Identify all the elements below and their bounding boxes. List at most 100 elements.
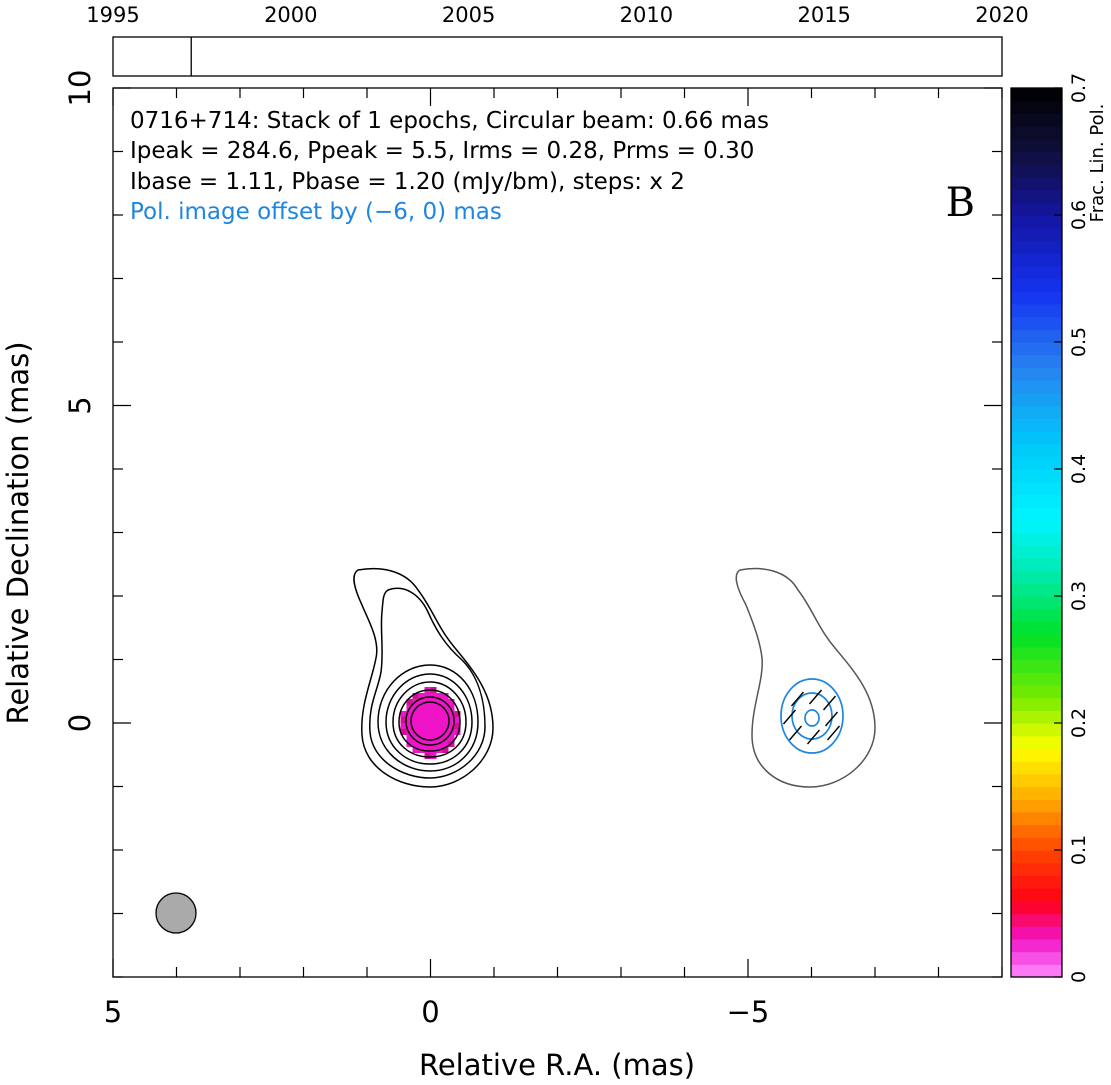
- contour-level-6: [398, 689, 461, 752]
- colorbar-swatch: [1011, 405, 1062, 419]
- panel-letter: B: [946, 180, 975, 226]
- frac-pol-pixel: [412, 693, 419, 699]
- frac-pol-pixel: [454, 729, 461, 735]
- timeline-tick-label: 2020: [975, 3, 1028, 27]
- frac-pol-pixel: [442, 693, 449, 699]
- colorbar-swatch: [1011, 202, 1062, 216]
- frac-pol-pixel: [412, 717, 419, 723]
- frac-pol-pixel: [454, 723, 461, 729]
- colorbar-swatch: [1011, 443, 1062, 457]
- frac-pol-pixel: [412, 747, 419, 753]
- frac-pol-pixel: [424, 747, 431, 753]
- frac-pol-pixel: [430, 723, 437, 729]
- frac-pol-pixel: [436, 723, 443, 729]
- frac-pol-pixel: [430, 741, 437, 747]
- frac-pol-pixel: [424, 741, 431, 747]
- colorbar-swatch: [1011, 329, 1062, 343]
- colorbar-swatch: [1011, 113, 1062, 127]
- contour-level-8: [410, 701, 450, 741]
- colorbar-tick-label: 0.1: [1068, 835, 1090, 865]
- timeline-tick-label: 2000: [264, 3, 317, 27]
- frac-pol-pixel: [406, 729, 413, 735]
- colorbar-swatch: [1011, 596, 1062, 610]
- colorbar-swatch: [1011, 519, 1062, 534]
- frac-pol-pixel: [442, 735, 449, 741]
- colorbar-swatch: [1011, 126, 1062, 140]
- frac-pol-pixel: [406, 717, 413, 723]
- colorbar-swatch: [1011, 875, 1062, 889]
- timeline-tick-label: 2010: [620, 3, 673, 27]
- frac-pol-pixel: [454, 717, 461, 723]
- evpa-tick: [824, 711, 839, 727]
- timeline-tick-label: 1995: [86, 3, 139, 27]
- colorbar: 0 0.1 0.2 0.3 0.4 0.5 0.6 0.7 Frac. Lin. Pol.: [1010, 73, 1108, 983]
- beam-ellipse: [155, 892, 197, 934]
- annotation-line-1: 0716+714: Stack of 1 epochs, Circular be…: [130, 108, 769, 134]
- colorbar-tick-label: 0.7: [1068, 73, 1090, 103]
- frac-pol-pixel: [454, 711, 461, 717]
- evpa-tick: [826, 725, 841, 741]
- contour-level-3: [377, 664, 479, 772]
- evpa-tick: [808, 689, 823, 705]
- colorbar-swatch: [1011, 900, 1062, 915]
- contour-level-4: [385, 673, 473, 765]
- frac-pol-pixel: [436, 699, 443, 705]
- colorbar-swatch: [1011, 278, 1062, 292]
- frac-pol-pixel: [424, 753, 431, 759]
- colorbar-swatch: [1011, 811, 1062, 826]
- timeline-tick-label: 2015: [797, 3, 850, 27]
- timeline-tick-label: 2005: [442, 3, 495, 27]
- colorbar-swatch: [1011, 303, 1062, 318]
- colorbar-swatch: [1011, 583, 1062, 597]
- colorbar-swatch: [1011, 430, 1062, 445]
- frac-pol-pixel: [442, 747, 449, 753]
- frac-pol-pixel: [406, 699, 413, 705]
- frac-pol-pixel: [436, 717, 443, 723]
- colorbar-swatch: [1011, 494, 1062, 508]
- colorbar-swatch: [1011, 951, 1062, 965]
- frac-pol-pixel: [436, 741, 443, 747]
- y-tick-label: 5: [63, 396, 97, 414]
- colorbar-swatch: [1011, 837, 1062, 851]
- colorbar-swatch: [1011, 850, 1062, 864]
- frac-pol-pixel: [448, 723, 455, 729]
- frac-pol-pixel: [430, 729, 437, 735]
- frac-pol-pixel: [430, 717, 437, 723]
- frac-pol-pixel: [424, 729, 431, 735]
- colorbar-swatch: [1011, 380, 1062, 394]
- x-tick-label: −5: [727, 995, 770, 1029]
- annotation-line-2: Ipeak = 284.6, Ppeak = 5.5, Irms = 0.28,…: [130, 138, 754, 164]
- colorbar-swatch: [1011, 316, 1062, 330]
- annotation-offset-note: Pol. image offset by (−6, 0) mas: [130, 199, 502, 225]
- contour-level-7: [405, 696, 455, 746]
- frac-pol-pixel: [400, 711, 407, 717]
- colorbar-swatch: [1011, 151, 1062, 165]
- colorbar-swatch: [1011, 545, 1062, 559]
- frac-pol-pixel: [436, 693, 443, 699]
- colorbar-swatch: [1011, 634, 1062, 648]
- colorbar-swatch: [1011, 138, 1062, 153]
- colorbar-swatch: [1011, 189, 1062, 203]
- colorbar-swatch: [1011, 659, 1062, 673]
- y-tick-label: 0: [63, 714, 97, 732]
- frac-pol-pixel: [448, 717, 455, 723]
- colorbar-swatch: [1011, 684, 1062, 699]
- x-axis-label: Relative R.A. (mas): [419, 1048, 695, 1082]
- frac-pol-pixel: [430, 747, 437, 753]
- evpa-tick: [790, 691, 805, 707]
- colorbar-swatch: [1011, 265, 1062, 280]
- pol-stokes-i-outline: [735, 567, 876, 788]
- frac-pol-pixel: [412, 741, 419, 747]
- frac-pol-pixel: [400, 717, 407, 723]
- colorbar-swatch: [1011, 227, 1062, 241]
- x-tick-label: 5: [104, 995, 122, 1029]
- frac-pol-pixel: [442, 741, 449, 747]
- frac-pol-pixel: [442, 723, 449, 729]
- frac-pol-pixel: [406, 711, 413, 717]
- colorbar-swatch: [1011, 799, 1062, 813]
- colorbar-tick-label: 0.5: [1068, 327, 1090, 357]
- frac-pol-pixel: [424, 723, 431, 729]
- colorbar-swatch: [1011, 824, 1062, 838]
- frac-pol-pixel: [418, 729, 425, 735]
